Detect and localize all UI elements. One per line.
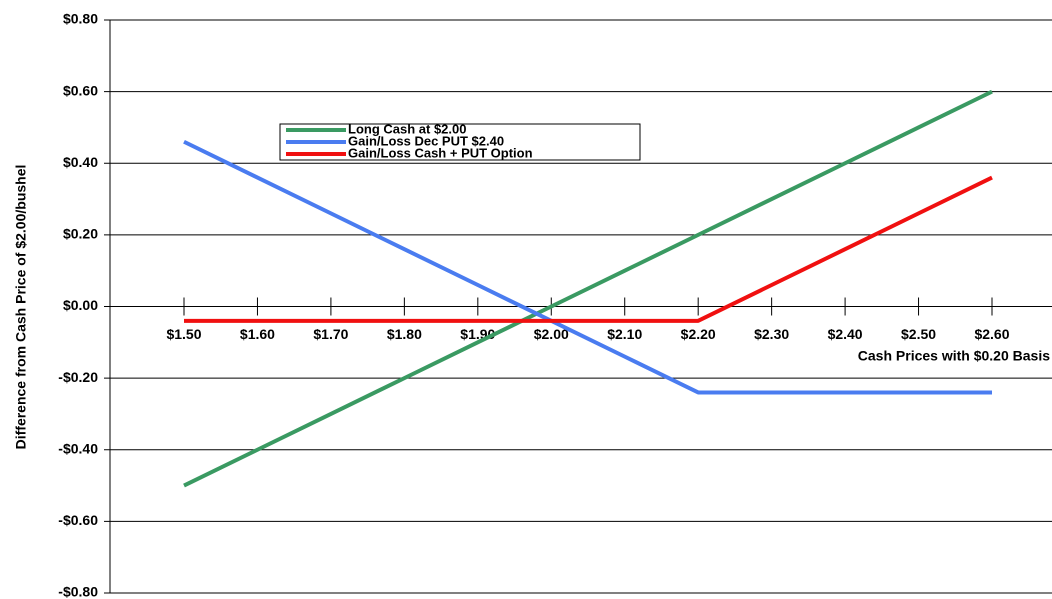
x-tick-label: $2.60 <box>974 326 1009 342</box>
x-tick-label: $2.00 <box>534 326 569 342</box>
y-tick-label: $0.00 <box>63 297 98 313</box>
y-tick-label: $0.20 <box>63 226 98 242</box>
series-line <box>183 89 993 488</box>
legend-label: Gain/Loss Dec PUT $2.40 <box>348 133 504 148</box>
y-tick-label: -$0.40 <box>58 440 98 456</box>
x-tick-label: $2.10 <box>607 326 642 342</box>
x-tick-label: $1.60 <box>240 326 275 342</box>
y-tick-label: $0.60 <box>63 82 98 98</box>
y-tick-label: -$0.20 <box>58 369 98 385</box>
y-axis-title: Difference from Cash Price of $2.00/bush… <box>13 165 29 450</box>
x-tick-label: $2.20 <box>681 326 716 342</box>
legend-label: Long Cash at $2.00 <box>348 121 466 136</box>
y-tick-label: $0.80 <box>63 11 98 27</box>
x-tick-label: $2.40 <box>828 326 863 342</box>
x-axis-title: Cash Prices with $0.20 Basis <box>858 348 1050 364</box>
y-tick-label: -$0.80 <box>58 584 98 599</box>
y-tick-label: -$0.60 <box>58 512 98 528</box>
legend-label: Gain/Loss Cash + PUT Option <box>348 145 533 160</box>
series-line <box>183 139 992 395</box>
x-tick-label: $1.70 <box>313 326 348 342</box>
x-tick-label: $2.30 <box>754 326 789 342</box>
series-line <box>184 175 993 323</box>
y-tick-label: $0.40 <box>63 154 98 170</box>
x-tick-label: $2.50 <box>901 326 936 342</box>
x-tick-label: $1.80 <box>387 326 422 342</box>
x-tick-label: $1.50 <box>166 326 201 342</box>
